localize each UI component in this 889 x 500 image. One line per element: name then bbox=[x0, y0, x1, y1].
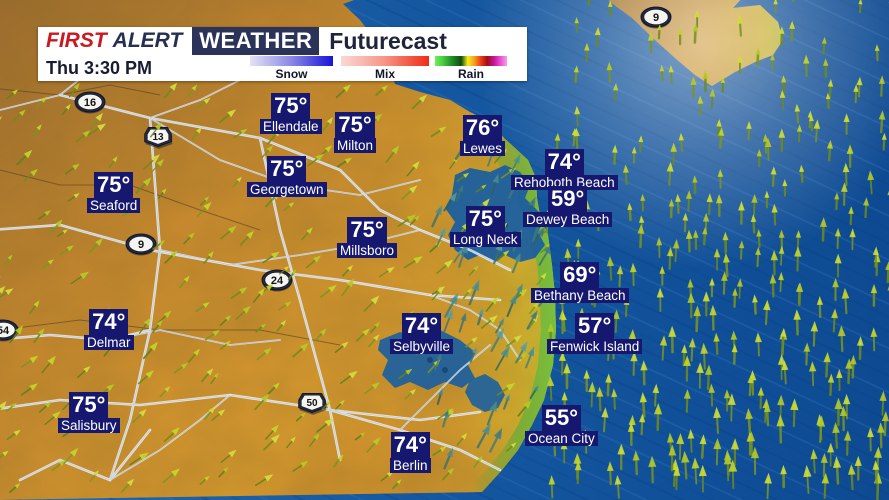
svg-text:50: 50 bbox=[306, 398, 318, 409]
svg-text:9: 9 bbox=[138, 239, 144, 251]
svg-text:13: 13 bbox=[152, 132, 164, 143]
svg-text:16: 16 bbox=[84, 97, 96, 109]
svg-text:54: 54 bbox=[0, 325, 10, 337]
svg-text:24: 24 bbox=[271, 275, 284, 287]
svg-text:9: 9 bbox=[653, 12, 659, 24]
